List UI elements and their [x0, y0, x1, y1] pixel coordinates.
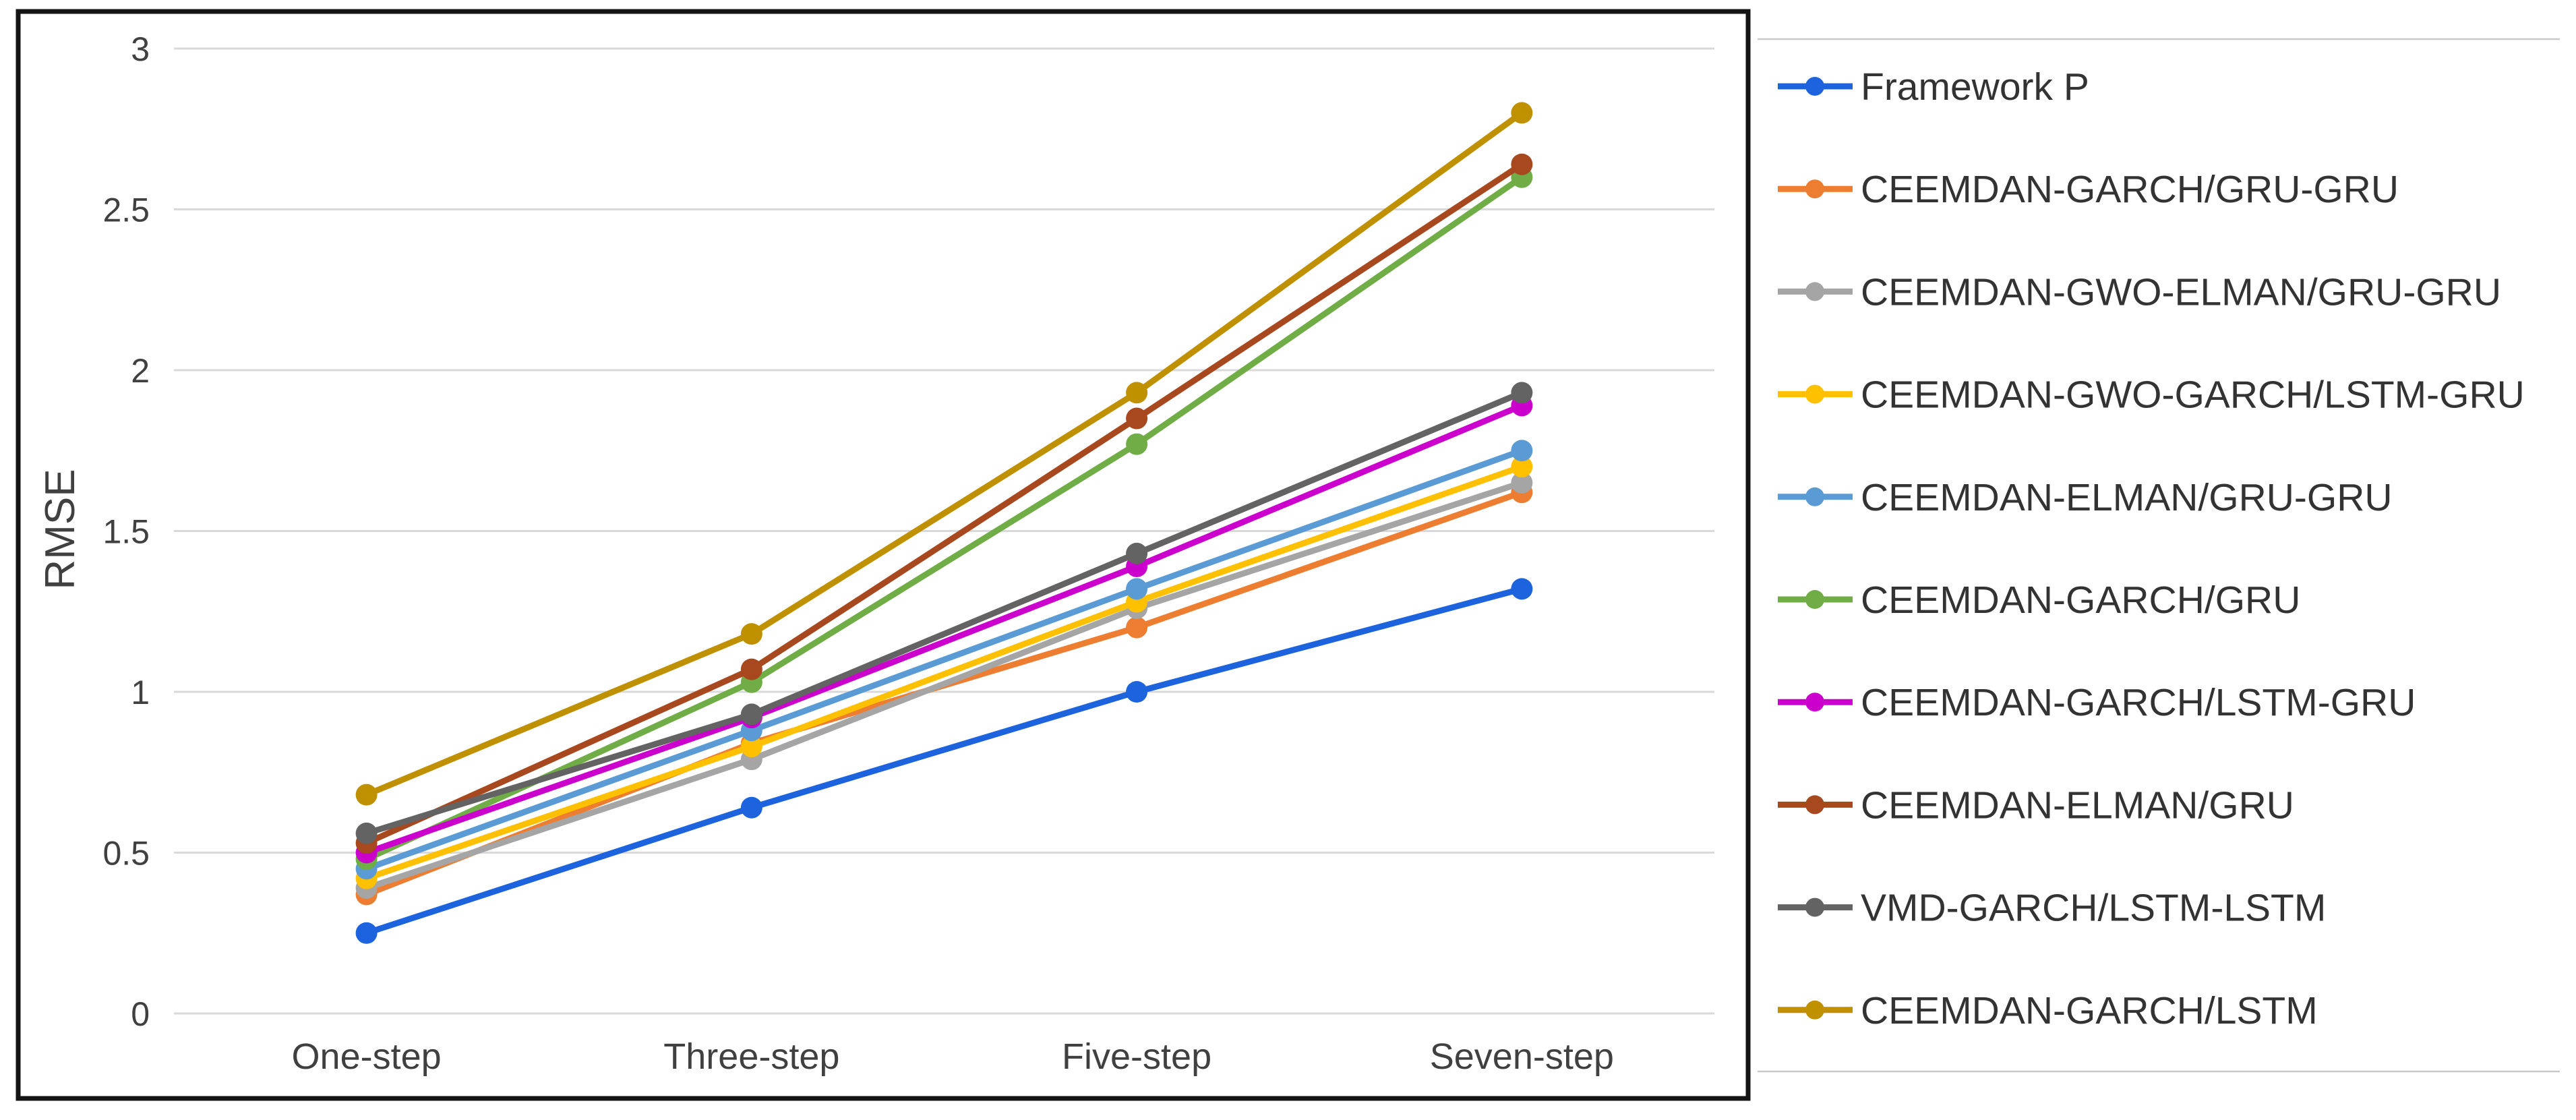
marker-ceemdan-elman-gru-five-step: [1126, 407, 1148, 430]
marker-ceemdan-garch-lstm-five-step: [1126, 382, 1148, 404]
marker-vmd-garch-lstm-lstm-one-step: [355, 822, 378, 844]
y-tick-label-3: 3: [131, 30, 150, 68]
legend-item-ceemdan-gwo-elman-gru-gru: CEEMDAN-GWO-ELMAN/GRU-GRU: [1778, 270, 2501, 314]
marker-ceemdan-elman-gru-gru-five-step: [1126, 578, 1148, 600]
legend-marker-dot-ceemdan-elman-gru-gru: [1805, 487, 1824, 506]
legend-item-ceemdan-garch-gru: CEEMDAN-GARCH/GRU: [1778, 579, 2300, 622]
series-line-vmd-garch-lstm-lstm: [365, 390, 1524, 837]
legend-marker-dot-ceemdan-elman-gru: [1805, 795, 1824, 815]
marker-framework-p-seven-step: [1511, 578, 1533, 600]
x-axis-label-three-step: Three-step: [663, 1036, 839, 1077]
y-axis-title: RMSE: [37, 469, 84, 589]
series-line-ceemdan-garch-gru-gru: [365, 490, 1523, 897]
legend-label-ceemdan-elman-gru: CEEMDAN-ELMAN/GRU: [1861, 784, 2294, 827]
legend-label-ceemdan-garch-gru: CEEMDAN-GARCH/GRU: [1861, 579, 2300, 622]
legend-marker-dot-ceemdan-garch-lstm: [1805, 1000, 1824, 1020]
y-tick-label-2: 2: [131, 352, 150, 390]
legend-label-ceemdan-elman-gru-gru: CEEMDAN-ELMAN/GRU-GRU: [1861, 476, 2393, 519]
legend-marker-dot-framework-p: [1805, 77, 1824, 96]
legend-item-framework-p: Framework P: [1778, 65, 2089, 109]
marker-ceemdan-garch-lstm-seven-step: [1511, 102, 1533, 124]
marker-ceemdan-garch-lstm-one-step: [355, 784, 378, 806]
y-tick-label-2.5: 2.5: [102, 191, 150, 229]
series-line-ceemdan-garch-gru: [365, 175, 1524, 862]
legend-item-ceemdan-garch-lstm: CEEMDAN-GARCH/LSTM: [1778, 989, 2318, 1032]
legend-label-ceemdan-gwo-elman-gru-gru: CEEMDAN-GWO-ELMAN/GRU-GRU: [1861, 270, 2501, 314]
x-axis-label-five-step: Five-step: [1062, 1036, 1211, 1077]
series-line-ceemdan-elman-gru: [365, 161, 1524, 846]
legend-marker-dot-ceemdan-garch-lstm-gru: [1805, 692, 1824, 712]
series-line-ceemdan-gwo-garch-lstm-gru: [365, 463, 1523, 881]
legend-label-framework-p: Framework P: [1861, 65, 2089, 109]
series-line-ceemdan-garch-lstm: [365, 110, 1524, 798]
marker-ceemdan-garch-gru-gru-five-step: [1126, 616, 1148, 639]
legend-label-vmd-garch-lstm-lstm: VMD-GARCH/LSTM-LSTM: [1861, 887, 2326, 930]
legend-marker-dot-ceemdan-gwo-elman-gru-gru: [1805, 282, 1824, 301]
chart-frame: [16, 9, 1751, 1101]
marker-ceemdan-garch-gru-five-step: [1126, 433, 1148, 455]
legend-item-ceemdan-elman-gru-gru: CEEMDAN-ELMAN/GRU-GRU: [1778, 476, 2393, 519]
y-tick-label-1: 1: [131, 674, 150, 711]
legend-marker-dot-ceemdan-garch-gru-gru: [1805, 179, 1824, 199]
y-tick-label-0: 0: [131, 995, 150, 1033]
legend-item-ceemdan-gwo-garch-lstm-gru: CEEMDAN-GWO-GARCH/LSTM-GRU: [1778, 374, 2525, 417]
legend-item-ceemdan-elman-gru: CEEMDAN-ELMAN/GRU: [1778, 784, 2294, 827]
marker-ceemdan-gwo-elman-gru-gru-seven-step: [1511, 471, 1533, 494]
marker-ceemdan-elman-gru-three-step: [740, 658, 762, 680]
legend-item-vmd-garch-lstm-lstm: VMD-GARCH/LSTM-LSTM: [1778, 887, 2326, 930]
y-tick-label-0.5: 0.5: [102, 835, 150, 873]
legend-item-ceemdan-garch-gru-gru: CEEMDAN-GARCH/GRU-GRU: [1778, 168, 2399, 211]
marker-ceemdan-gwo-garch-lstm-gru-three-step: [740, 736, 762, 758]
legend-label-ceemdan-garch-gru-gru: CEEMDAN-GARCH/GRU-GRU: [1861, 168, 2399, 211]
legend: Framework P CEEMDAN-GARCH/GRU-GRU CEEMDAN-…: [1778, 65, 2525, 1032]
legend-marker-dot-vmd-garch-lstm-lstm: [1805, 897, 1824, 917]
series-line-ceemdan-garch-lstm-gru: [365, 403, 1524, 856]
series-line-ceemdan-elman-gru-gru: [365, 448, 1523, 872]
x-axis-label-one-step: One-step: [292, 1036, 442, 1077]
legend-marker-dot-ceemdan-gwo-garch-lstm-gru: [1805, 384, 1824, 404]
marker-framework-p-three-step: [740, 796, 762, 819]
legend-label-ceemdan-gwo-garch-lstm-gru: CEEMDAN-GWO-GARCH/LSTM-GRU: [1861, 374, 2525, 417]
marker-ceemdan-elman-gru-seven-step: [1511, 153, 1533, 175]
y-tick-label-1.5: 1.5: [102, 513, 150, 551]
marker-ceemdan-gwo-garch-lstm-gru-seven-step: [1511, 456, 1533, 478]
marker-vmd-garch-lstm-lstm-seven-step: [1511, 382, 1533, 404]
marker-ceemdan-elman-gru-gru-seven-step: [1511, 440, 1533, 462]
marker-ceemdan-garch-lstm-three-step: [740, 623, 762, 645]
legend-label-ceemdan-garch-lstm: CEEMDAN-GARCH/LSTM: [1861, 989, 2318, 1032]
legend-marker-dot-ceemdan-garch-gru: [1805, 590, 1824, 609]
legend-label-ceemdan-garch-lstm-gru: CEEMDAN-GARCH/LSTM-GRU: [1861, 681, 2416, 724]
series-line-framework-p: [365, 586, 1523, 937]
marker-framework-p-one-step: [355, 922, 378, 944]
marker-vmd-garch-lstm-lstm-three-step: [740, 703, 762, 726]
series-line-ceemdan-gwo-elman-gru-gru: [365, 479, 1523, 891]
marker-vmd-garch-lstm-lstm-five-step: [1126, 542, 1148, 564]
x-axis-label-seven-step: Seven-step: [1430, 1036, 1614, 1077]
legend-item-ceemdan-garch-lstm-gru: CEEMDAN-GARCH/LSTM-GRU: [1778, 681, 2416, 724]
marker-framework-p-five-step: [1126, 681, 1148, 703]
